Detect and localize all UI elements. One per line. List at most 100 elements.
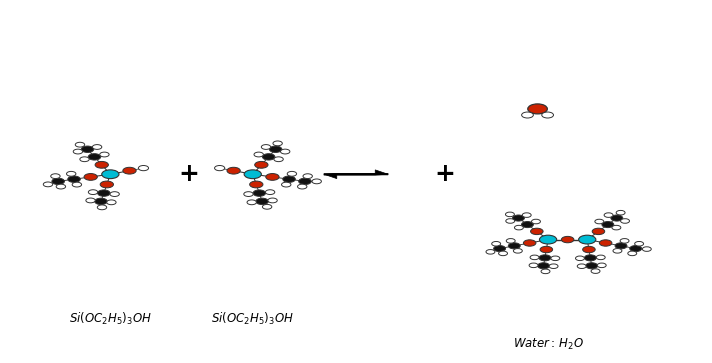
- Circle shape: [602, 221, 614, 228]
- Circle shape: [51, 174, 60, 179]
- Circle shape: [269, 146, 282, 152]
- Circle shape: [98, 205, 107, 210]
- Circle shape: [299, 178, 311, 184]
- Circle shape: [541, 269, 550, 274]
- Circle shape: [214, 166, 225, 171]
- Circle shape: [43, 182, 53, 187]
- Circle shape: [600, 240, 612, 246]
- Circle shape: [561, 236, 574, 243]
- Circle shape: [486, 249, 495, 254]
- Circle shape: [312, 179, 321, 184]
- Circle shape: [95, 162, 108, 168]
- Circle shape: [93, 144, 102, 150]
- Circle shape: [585, 255, 597, 261]
- Circle shape: [84, 174, 98, 180]
- Circle shape: [613, 249, 622, 253]
- Circle shape: [591, 269, 600, 273]
- Circle shape: [52, 178, 64, 184]
- Circle shape: [582, 246, 595, 253]
- Circle shape: [244, 192, 253, 196]
- Circle shape: [604, 213, 613, 217]
- Circle shape: [629, 245, 642, 252]
- Circle shape: [88, 190, 98, 195]
- Circle shape: [579, 235, 596, 244]
- Text: +: +: [178, 162, 199, 186]
- Circle shape: [256, 198, 268, 205]
- Circle shape: [123, 167, 136, 174]
- Circle shape: [540, 246, 553, 253]
- Circle shape: [138, 166, 149, 171]
- Circle shape: [596, 255, 605, 260]
- Circle shape: [86, 198, 95, 203]
- Circle shape: [615, 243, 627, 249]
- Circle shape: [508, 243, 520, 249]
- Circle shape: [538, 263, 550, 269]
- Circle shape: [595, 219, 604, 224]
- Circle shape: [250, 181, 263, 188]
- Circle shape: [506, 238, 515, 243]
- Circle shape: [261, 144, 271, 150]
- Circle shape: [551, 256, 560, 261]
- Circle shape: [523, 240, 536, 246]
- Circle shape: [247, 200, 256, 205]
- Circle shape: [100, 152, 109, 157]
- Circle shape: [81, 146, 94, 152]
- Circle shape: [634, 241, 644, 246]
- Circle shape: [522, 112, 533, 118]
- Circle shape: [528, 104, 548, 114]
- Circle shape: [287, 171, 297, 176]
- Circle shape: [530, 228, 543, 234]
- Text: $Si(OC_2H_5)_3OH$: $Si(OC_2H_5)_3OH$: [211, 311, 294, 327]
- Circle shape: [621, 219, 629, 223]
- Circle shape: [72, 182, 82, 187]
- Circle shape: [620, 238, 629, 243]
- Circle shape: [266, 190, 275, 195]
- Circle shape: [80, 157, 89, 162]
- Circle shape: [628, 251, 637, 256]
- Circle shape: [263, 204, 272, 209]
- Circle shape: [592, 228, 604, 234]
- Circle shape: [254, 152, 263, 157]
- Circle shape: [110, 192, 120, 196]
- Circle shape: [298, 184, 307, 189]
- Circle shape: [521, 221, 533, 228]
- Circle shape: [513, 249, 523, 253]
- Circle shape: [540, 235, 557, 244]
- Circle shape: [56, 184, 66, 189]
- Circle shape: [506, 212, 514, 217]
- Text: $Water:\,H_2O$: $Water:\,H_2O$: [513, 337, 584, 352]
- Circle shape: [513, 215, 525, 221]
- Circle shape: [268, 198, 277, 203]
- Circle shape: [100, 181, 113, 188]
- Circle shape: [498, 251, 508, 256]
- Circle shape: [73, 149, 83, 154]
- Circle shape: [542, 112, 553, 118]
- Circle shape: [281, 182, 291, 187]
- Circle shape: [253, 190, 266, 196]
- Text: $Si(OC_2H_5)_3OH$: $Si(OC_2H_5)_3OH$: [69, 311, 152, 327]
- Circle shape: [66, 171, 76, 176]
- Circle shape: [530, 255, 539, 260]
- Circle shape: [75, 142, 85, 147]
- Circle shape: [532, 219, 540, 224]
- Circle shape: [492, 241, 501, 246]
- Circle shape: [266, 174, 279, 180]
- Circle shape: [522, 213, 531, 217]
- Circle shape: [575, 256, 585, 261]
- Text: +: +: [434, 162, 456, 186]
- Circle shape: [68, 176, 80, 182]
- Circle shape: [506, 219, 515, 223]
- Circle shape: [98, 190, 110, 196]
- Circle shape: [611, 215, 623, 221]
- Circle shape: [549, 264, 558, 269]
- Circle shape: [577, 264, 586, 269]
- Circle shape: [227, 167, 240, 174]
- Circle shape: [273, 141, 283, 146]
- Circle shape: [255, 162, 268, 168]
- Circle shape: [88, 154, 100, 160]
- Circle shape: [244, 170, 261, 179]
- Circle shape: [612, 225, 621, 230]
- Circle shape: [263, 154, 275, 160]
- Circle shape: [642, 247, 651, 251]
- Circle shape: [274, 157, 283, 162]
